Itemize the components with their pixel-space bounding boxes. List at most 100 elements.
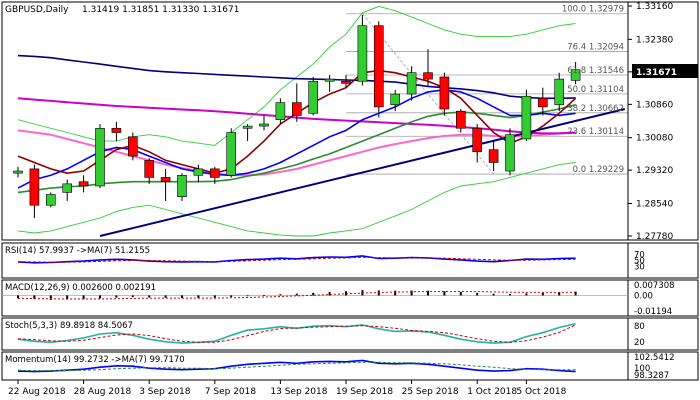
candle-body: [78, 181, 89, 187]
candle-body: [308, 80, 319, 114]
ma-pink-line: [17, 129, 576, 177]
candle-body: [341, 80, 351, 84]
macd-bar: [525, 293, 528, 296]
indicator-series-line: [17, 359, 576, 373]
indicator-series-line: [17, 256, 576, 263]
macd-bar: [263, 295, 265, 296]
current-price-label: 1.31671: [636, 68, 677, 78]
macd-bar: [49, 295, 52, 300]
indicator-series-line: [17, 361, 576, 372]
macd-bar: [312, 292, 315, 296]
fib-label: 61.8 1.31546: [567, 66, 624, 76]
bollinger-lower-line: [17, 162, 576, 237]
candle-body: [324, 78, 335, 82]
indicator-tick-label: 102.5412: [634, 353, 675, 363]
indicator-series-line: [17, 324, 576, 343]
price-panel: [1, 1, 629, 241]
indicator-tick-label: 0.007308: [634, 281, 675, 291]
candle-body: [128, 136, 138, 157]
price-axis-frame: [627, 1, 699, 241]
candle-body: [488, 149, 499, 163]
indicator-tick-label: 20: [634, 338, 645, 348]
macd-bar: [459, 291, 462, 296]
x-tick-label: 7 Sep 2018: [205, 387, 257, 397]
indicator-tick-label: 30: [634, 262, 645, 272]
indicator-tick-label: 50: [634, 257, 645, 267]
x-tick-label: 22 Aug 2018: [8, 387, 66, 397]
indicator-tick-label: 70: [634, 251, 645, 261]
indicator-label: Stoch(5,3,3) 89.8918 84.5067: [5, 321, 133, 331]
macd-bar: [541, 292, 544, 296]
candle-body: [62, 183, 73, 193]
y-tick-label: 1.27780: [636, 232, 673, 242]
ohlc-readout: 1.31419 1.31851 1.31330 1.31671: [82, 5, 239, 15]
current-price-tag: 1.31671: [632, 64, 698, 78]
indicator-tick-label: 0.00: [634, 291, 653, 301]
candle-body: [390, 93, 401, 106]
macd-bar: [197, 295, 200, 298]
price-axis: 1.331601.323801.316201.308601.300801.293…: [627, 1, 699, 242]
candle-body: [357, 25, 368, 82]
x-tick-label: 3 Sep 2018: [139, 387, 191, 397]
indicator-label: RSI(14) 57.9937 ->MA(7) 51.2155: [5, 246, 150, 256]
macd-bar: [410, 290, 413, 296]
fibonacci-levels: 100.0 1.32979 76.4 1.32094 61.8 1.31546 50.…: [562, 5, 624, 175]
macd-bar: [148, 295, 151, 298]
macd-bar: [492, 293, 495, 296]
indicator-tick-label: 100: [634, 364, 650, 374]
macd-bar: [328, 291, 331, 296]
macd-bar: [279, 294, 282, 296]
fib-label: 38.2 1.30662: [567, 104, 624, 114]
candle-body: [45, 194, 56, 206]
fib-label: 0.0 1.29229: [573, 165, 624, 175]
indicator-tick-label: 80: [634, 322, 645, 332]
candle-body: [423, 72, 433, 80]
ma-blue-line: [17, 88, 576, 189]
macd-bar: [17, 295, 19, 299]
chart-title: GBPUSD,Daily: [5, 5, 69, 15]
y-tick-label: 1.30080: [636, 134, 673, 144]
candle-body: [505, 134, 515, 172]
indicator-axis-frame: [627, 279, 699, 317]
macd-bar: [443, 291, 446, 296]
macd-bar: [476, 292, 479, 296]
fib-label: 23.6 1.30114: [567, 127, 624, 137]
y-tick-label: 1.28540: [636, 200, 673, 210]
macd-bar: [509, 293, 511, 296]
candle-body: [259, 123, 269, 127]
candle-body: [291, 102, 302, 116]
macd-bar: [558, 292, 561, 296]
indicator-tick-label: -0.01194: [634, 307, 672, 317]
macd-bar: [99, 295, 101, 299]
indicator-label: Momentum(14) 99.2732 ->MA(7) 99.7170: [5, 355, 185, 365]
candle-body: [95, 127, 105, 187]
candle-body: [29, 168, 40, 206]
candle-body: [455, 110, 466, 129]
candle-body: [144, 160, 154, 178]
fib-label: 76.4 1.32094: [567, 43, 624, 53]
indicator-axis-frame: [627, 242, 699, 279]
macd-bar: [427, 290, 429, 296]
x-tick-label: 19 Sep 2018: [336, 387, 393, 397]
candle-body: [160, 177, 171, 183]
support-trendline: [99, 108, 626, 237]
candle-body: [111, 127, 122, 133]
x-tick-label: 28 Aug 2018: [74, 387, 132, 397]
candle-body: [406, 72, 417, 95]
macd-bar: [574, 291, 577, 296]
indicator-tick-label: 98.3287: [634, 371, 669, 381]
macd-bar: [164, 295, 167, 298]
candle-body: [439, 76, 450, 110]
candle-body: [472, 127, 483, 153]
candle-body: [373, 25, 384, 108]
fib-diagonal: [362, 13, 494, 175]
x-tick-label: 5 Oct 2018: [516, 387, 566, 397]
candle-body: [177, 174, 187, 197]
macd-signal-line: [17, 291, 576, 300]
macd-bar: [230, 295, 233, 297]
indicator-axis-frame: [627, 317, 699, 351]
candle-body: [226, 132, 236, 176]
bollinger-upper-line: [17, 5, 576, 146]
